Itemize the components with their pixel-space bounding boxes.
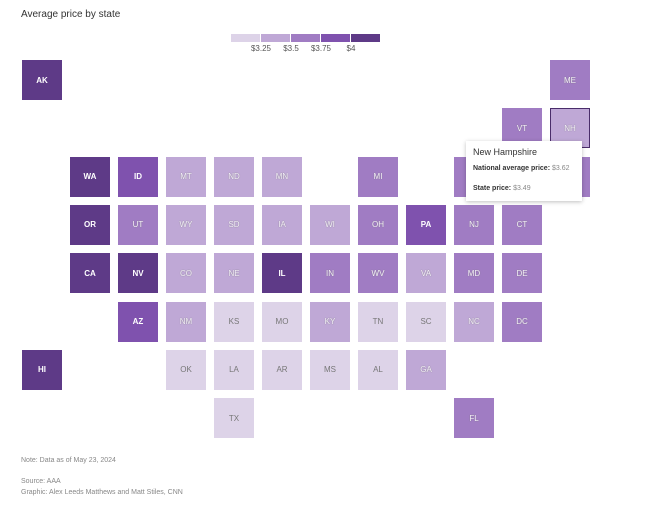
state-tile-ga[interactable]: GA (406, 349, 446, 390)
state-tile-ne[interactable]: NE (214, 253, 254, 294)
state-tile-md[interactable]: MD (454, 253, 494, 294)
state-tile-tn[interactable]: TN (358, 301, 398, 342)
legend-tick: $3.25 (250, 44, 272, 53)
state-tile-fl[interactable]: FL (454, 398, 494, 439)
state-tile-ok[interactable]: OK (166, 349, 206, 390)
state-tile-me[interactable]: ME (550, 60, 590, 100)
state-tile-nc[interactable]: NC (454, 301, 494, 342)
state-tile-mi[interactable]: MI (358, 156, 398, 197)
state-tile-oh[interactable]: OH (358, 204, 398, 245)
state-tile-dc[interactable]: DC (502, 301, 542, 342)
state-tile-ms[interactable]: MS (310, 349, 350, 390)
legend-swatch (321, 34, 350, 42)
state-tile-nd[interactable]: ND (214, 156, 254, 197)
state-tile-mt[interactable]: MT (166, 156, 206, 197)
state-tile-nj[interactable]: NJ (454, 204, 494, 245)
state-tile-az[interactable]: AZ (118, 301, 158, 342)
state-tile-wv[interactable]: WV (358, 253, 398, 294)
state-tile-id[interactable]: ID (118, 156, 158, 197)
state-tile-il[interactable]: IL (262, 253, 302, 294)
state-tile-ky[interactable]: KY (310, 301, 350, 342)
state-tile-wa[interactable]: WA (70, 156, 110, 197)
legend-swatch (231, 34, 260, 42)
state-tile-ia[interactable]: IA (262, 204, 302, 245)
state-tile-ca[interactable]: CA (70, 253, 110, 294)
state-tile-la[interactable]: LA (214, 349, 254, 390)
credit: Graphic: Alex Leeds Matthews and Matt St… (21, 489, 183, 496)
state-tile-ks[interactable]: KS (214, 301, 254, 342)
state-tile-sd[interactable]: SD (214, 204, 254, 245)
state-tile-hi[interactable]: HI (22, 349, 62, 390)
legend-swatch (351, 34, 380, 42)
state-tile-va[interactable]: VA (406, 253, 446, 294)
state-value: $3.49 (513, 185, 531, 192)
state-tile-mn[interactable]: MN (262, 156, 302, 197)
note: Note: Data as of May 23, 2024 (21, 457, 116, 464)
color-legend (231, 34, 381, 42)
source: Source: AAA (21, 478, 61, 485)
state-label: State price: (473, 185, 512, 192)
state-tile-ak[interactable]: AK (22, 60, 62, 100)
state-tile-de[interactable]: DE (502, 253, 542, 294)
legend-tick: $3.75 (310, 44, 332, 53)
state-tile-wi[interactable]: WI (310, 204, 350, 245)
legend-swatch (261, 34, 290, 42)
legend-swatch (291, 34, 320, 42)
tooltip: New Hampshire National average price: $3… (466, 141, 582, 201)
national-value: $3.62 (551, 165, 570, 172)
state-tile-tx[interactable]: TX (214, 398, 254, 439)
state-tile-ar[interactable]: AR (262, 349, 302, 390)
state-tile-nm[interactable]: NM (166, 301, 206, 342)
state-tile-ut[interactable]: UT (118, 204, 158, 245)
state-tile-mo[interactable]: MO (262, 301, 302, 342)
legend-tick: $3.5 (283, 44, 299, 53)
state-tile-nv[interactable]: NV (118, 253, 158, 294)
tooltip-title: New Hampshire (473, 147, 538, 157)
state-tile-wy[interactable]: WY (166, 204, 206, 245)
state-tile-co[interactable]: CO (166, 253, 206, 294)
chart-title: Average price by state (21, 9, 121, 20)
state-tile-in[interactable]: IN (310, 253, 350, 294)
legend-tick: $4 (346, 44, 356, 53)
state-tile-ct[interactable]: CT (502, 204, 542, 245)
state-tile-al[interactable]: AL (358, 349, 398, 390)
state-tile-or[interactable]: OR (70, 204, 110, 245)
state-tile-pa[interactable]: PA (406, 204, 446, 245)
state-tile-sc[interactable]: SC (406, 301, 446, 342)
national-label: National average price: (473, 165, 551, 172)
